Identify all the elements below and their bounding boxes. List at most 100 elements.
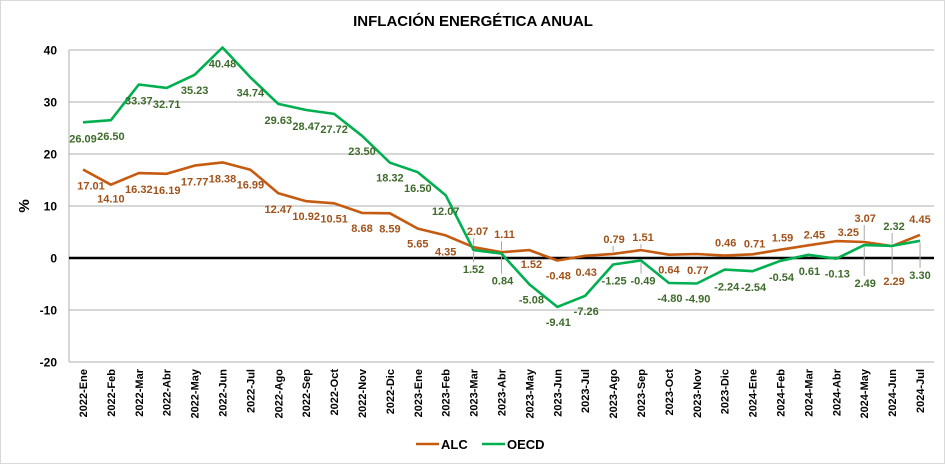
x-tick-label: 2024-Abr (831, 368, 843, 416)
data-label-oecd: 28.47 (292, 121, 320, 133)
x-tick-label: 2023-Dic (720, 369, 732, 414)
data-label-alc: -0.48 (546, 271, 571, 283)
data-label-alc: 2.29 (883, 276, 904, 288)
series-lines (82, 46, 921, 309)
data-label-alc: 0.71 (744, 238, 765, 250)
data-label-alc: 18.38 (209, 173, 237, 185)
x-tick-label: 2022-Jun (217, 369, 229, 417)
data-label-oecd: 32.71 (153, 99, 181, 111)
x-tick-label: 2023-Oct (664, 369, 676, 416)
data-label-oecd: 18.32 (376, 173, 404, 185)
data-label-oecd: 26.50 (97, 131, 125, 143)
x-tick-label: 2023-Ene (413, 369, 425, 417)
data-label-alc: 4.35 (435, 246, 456, 258)
data-label-alc: 3.25 (838, 227, 859, 239)
data-label-oecd: 34.74 (237, 87, 265, 99)
x-tick-label: 2022-Abr (162, 368, 174, 416)
data-label-alc: 10.51 (320, 213, 348, 225)
x-tick-label: 2023-Ago (608, 369, 620, 419)
data-label-alc: 1.51 (632, 232, 653, 244)
data-label-oecd: 12.07 (432, 206, 460, 218)
data-label-alc: 16.99 (237, 180, 265, 192)
x-tick-label: 2022-Jul (245, 369, 257, 413)
series-line-oecd (82, 46, 921, 309)
data-label-oecd: 0.61 (799, 266, 820, 278)
data-label-alc: 0.43 (575, 267, 596, 279)
x-tick-label: 2022-Feb (106, 369, 118, 417)
data-label-alc: 10.92 (292, 211, 320, 223)
data-label-alc: 2.07 (467, 226, 488, 238)
x-axis-ticks: 2022-Ene 2022-Feb 2022-Mar 2022-Abr 2022-May… (78, 368, 927, 418)
y-tick-label: 40 (44, 44, 58, 58)
data-label-alc: 12.47 (265, 204, 293, 216)
data-label-oecd: 2.49 (854, 278, 875, 290)
data-label-oecd: 2.32 (883, 221, 904, 233)
data-label-alc: 3.07 (854, 213, 875, 225)
y-axis-ticks: -20 -10 0 10 20 30 40 (40, 44, 58, 370)
data-label-oecd: -2.24 (714, 282, 740, 294)
x-tick-label: 2024-Jun (887, 369, 899, 417)
x-tick-label: 2024-Jul (915, 369, 927, 413)
data-label-oecd: -0.13 (825, 269, 850, 281)
data-label-alc: 0.77 (687, 265, 708, 277)
x-tick-label: 2023-Abr (497, 368, 509, 416)
x-tick-label: 2023-Mar (469, 368, 481, 416)
x-tick-label: 2022-Oct (329, 369, 341, 416)
x-tick-label: 2023-Nov (692, 368, 704, 418)
data-label-oecd: -0.54 (769, 272, 795, 284)
data-label-alc: 8.59 (379, 223, 400, 235)
data-label-oecd: -4.80 (657, 293, 682, 305)
data-label-oecd: -5.08 (519, 294, 544, 306)
x-tick-label: 2023-Jul (580, 369, 592, 413)
x-tick-label: 2022-Nov (357, 368, 369, 418)
y-tick-label: 20 (44, 148, 58, 162)
data-label-alc: 17.01 (77, 181, 105, 193)
x-tick-label: 2022-Ago (273, 369, 285, 419)
x-tick-label: 2024-Mar (803, 368, 815, 416)
data-label-alc: 1.59 (772, 233, 793, 245)
data-label-oecd: 3.30 (909, 270, 930, 282)
data-label-oecd: 1.52 (463, 264, 484, 276)
x-tick-label: 2023-Sep (636, 369, 648, 418)
data-label-oecd: -7.26 (574, 306, 599, 318)
x-tick-label: 2024-Ene (748, 369, 760, 417)
x-tick-label: 2023-Jun (552, 369, 564, 417)
data-label-alc: 0.46 (715, 238, 736, 250)
data-label-oecd: 16.50 (404, 183, 432, 195)
x-tick-label: 2022-Ene (78, 369, 90, 417)
x-tick-label: 2022-Sep (301, 369, 313, 418)
data-label-alc: 2.45 (804, 229, 825, 241)
data-label-oecd: 35.23 (181, 85, 209, 97)
data-label-oecd: -9.41 (546, 317, 571, 329)
data-label-alc: 0.79 (603, 234, 624, 246)
data-label-oecd: -2.54 (741, 282, 767, 294)
legend: ALC OECD (416, 437, 545, 452)
y-tick-label: 30 (44, 96, 58, 110)
data-label-oecd: -0.49 (630, 276, 655, 288)
y-axis-label: % (16, 199, 33, 212)
data-label-alc: 17.77 (181, 177, 209, 189)
data-label-alc: 4.45 (909, 214, 930, 226)
data-label-oecd: 40.48 (209, 59, 237, 71)
data-label-oecd: -4.90 (685, 294, 710, 306)
data-label-alc: 14.10 (97, 194, 125, 206)
y-tick-label: -20 (40, 356, 58, 370)
legend-label-alc: ALC (441, 437, 468, 452)
x-tick-label: 2024-Feb (776, 369, 788, 417)
y-tick-label: -10 (40, 304, 58, 318)
data-label-alc: 1.52 (521, 259, 542, 271)
x-tick-label: 2022-May (190, 368, 202, 418)
data-label-oecd: 27.72 (320, 124, 348, 136)
chart-title: INFLACIÓN ENERGÉTICA ANUAL (353, 12, 593, 30)
data-label-oecd: 23.50 (348, 146, 376, 158)
data-label-alc: 16.19 (153, 185, 181, 197)
x-tick-label: 2022-Dic (385, 369, 397, 414)
data-label-alc: 16.32 (125, 184, 153, 196)
x-tick-label: 2022-Mar (134, 368, 146, 416)
data-label-alc: 8.68 (351, 223, 372, 235)
legend-label-oecd: OECD (507, 437, 545, 452)
data-label-alc: 1.11 (494, 229, 515, 241)
data-label-oecd: -1.25 (602, 276, 627, 288)
